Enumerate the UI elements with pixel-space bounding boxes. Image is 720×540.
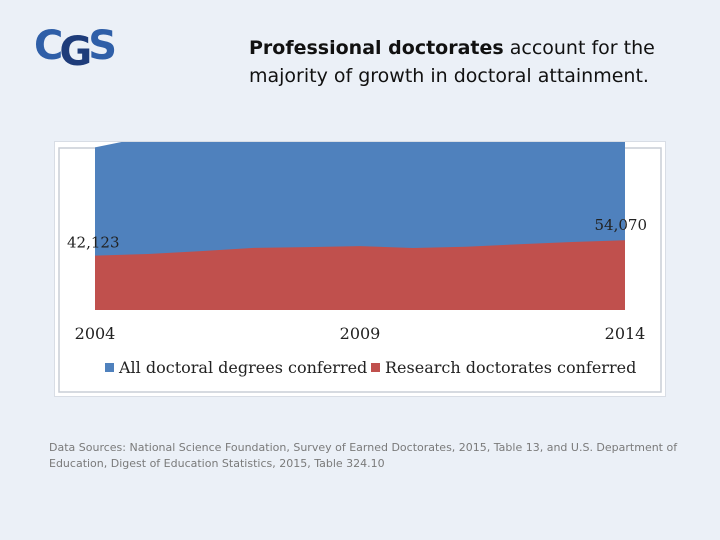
x-tick-label-2004: 2004 (75, 324, 116, 343)
area-series-research-doctorates (95, 240, 625, 310)
page-title-bold: Professional doctorates (249, 37, 504, 59)
legend-label-0: All doctoral degrees conferred (118, 358, 367, 377)
legend-swatch-0 (105, 363, 114, 372)
legend-swatch-1 (371, 363, 380, 372)
x-tick-label-2009: 2009 (340, 324, 381, 343)
legend-label-1: Research doctorates conferred (385, 358, 636, 377)
data-label-3: 54,070 (595, 216, 648, 234)
x-tick-label-2014: 2014 (605, 324, 646, 343)
page-title-rest: account for the majority of growth in do… (249, 37, 655, 87)
page-title: Professional doctorates account for the … (249, 34, 689, 90)
data-sources-note: Data Sources: National Science Foundatio… (49, 441, 678, 470)
data-label-2: 42,123 (67, 234, 120, 252)
cgs-logo: CGS (34, 23, 117, 75)
